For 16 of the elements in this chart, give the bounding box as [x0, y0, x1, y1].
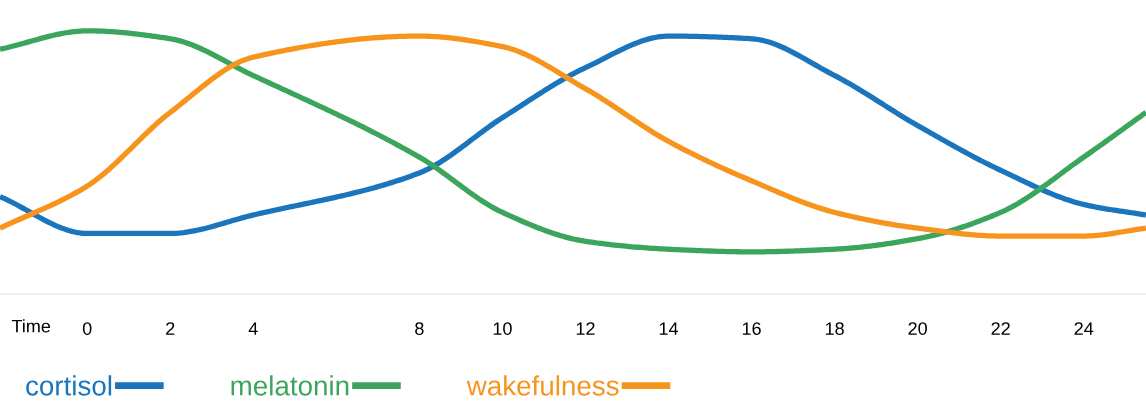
legend-label: melatonin	[231, 375, 349, 396]
x-tick-label: 20	[908, 322, 927, 335]
legend-label: cortisol	[26, 375, 112, 396]
x-axis-title: Time	[11, 319, 51, 333]
x-tick-label: 8	[415, 322, 424, 335]
x-tick-label: 2	[166, 322, 175, 335]
x-tick-label: 22	[991, 322, 1010, 335]
x-tick-label: 18	[825, 322, 844, 335]
x-tick-label: 4	[248, 322, 258, 335]
legend-label: wakefulness	[466, 375, 619, 396]
x-tick-label: 16	[742, 322, 761, 335]
x-tick-label: 12	[576, 322, 595, 335]
x-tick-label: 24	[1074, 322, 1094, 335]
x-tick-label: 10	[493, 322, 512, 335]
x-tick-label: 14	[659, 322, 679, 335]
x-tick-label: 0	[82, 322, 92, 335]
